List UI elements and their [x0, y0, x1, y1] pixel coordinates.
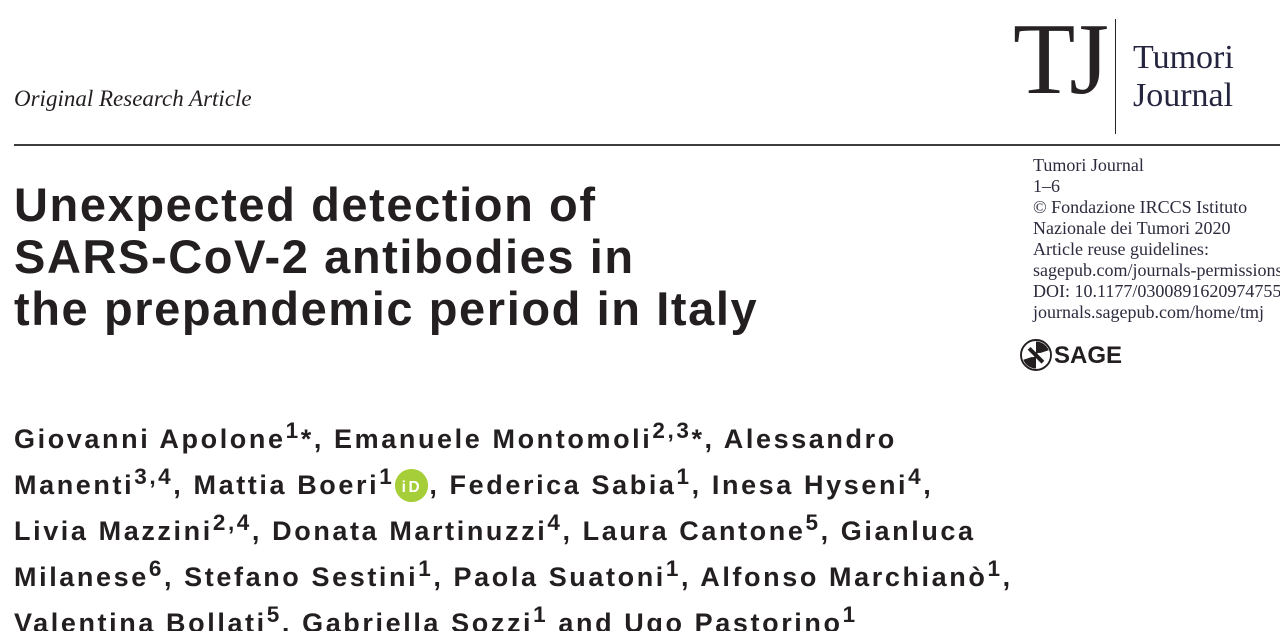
svg-text:iD: iD — [402, 479, 423, 496]
svg-text:SAGE: SAGE — [1054, 342, 1122, 369]
